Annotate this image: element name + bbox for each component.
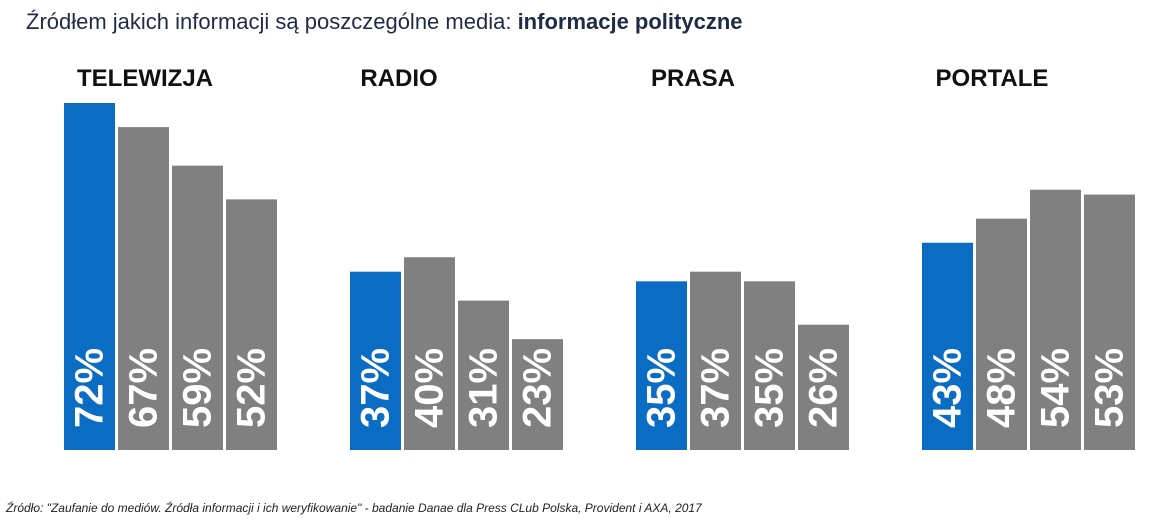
bar [172,165,223,450]
bar-value-label: 59% [176,348,220,428]
bar [512,339,563,450]
bar [350,271,401,450]
source-note: Źródło: "Zaufanie do mediów. Źródła info… [6,501,702,515]
bar-value-label: 23% [516,348,560,428]
bar [64,103,115,450]
bar-value-label: 31% [462,348,506,428]
bar [922,242,973,450]
bar-value-label: 40% [408,348,452,428]
bar-value-label: 72% [68,348,112,428]
panel-title: PRASA [651,65,735,92]
bar-value-label: 26% [802,348,846,428]
panel-portale: PORTALE 43% 48% 54% 53% [922,65,1135,450]
chart-title-prefix: Źródłem jakich informacji są poszczególn… [26,9,512,34]
panel-telewizja: TELEWIZJA 72% 67% 59% 52% [64,65,277,450]
chart-title-highlight: informacje polityczne [517,9,743,34]
bar [458,300,509,450]
bar-value-label: 48% [980,348,1024,428]
bar [690,271,741,450]
panel-radio: RADIO 37% 40% 31% 23% [350,65,563,450]
bar [1084,194,1135,450]
bar-value-label: 53% [1088,348,1132,428]
panel-title: TELEWIZJA [77,65,213,92]
bar [118,127,169,450]
chart-title: Źródłem jakich informacji są poszczególn… [26,9,743,35]
bar [636,281,687,450]
panel-title: RADIO [360,65,437,92]
bar-value-label: 35% [640,348,684,428]
bar [1030,189,1081,450]
bar-value-label: 37% [694,348,738,428]
bar-value-label: 52% [230,348,274,428]
bar [226,199,277,450]
bar [798,324,849,450]
bar-value-label: 37% [354,348,398,428]
bar-value-label: 43% [926,348,970,428]
bar [744,281,795,450]
bar [976,218,1027,450]
bar-value-label: 67% [122,348,166,428]
bar-value-label: 35% [748,348,792,428]
panel-title: PORTALE [936,65,1049,92]
bar [404,257,455,450]
bar-value-label: 54% [1034,348,1078,428]
